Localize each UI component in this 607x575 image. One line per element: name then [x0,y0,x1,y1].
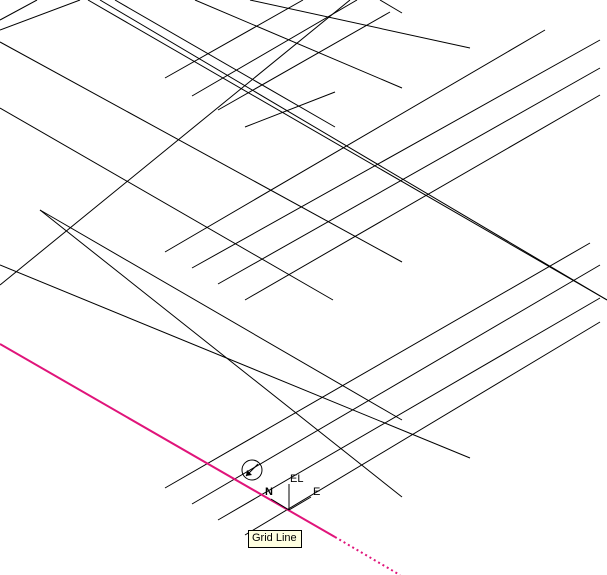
grid-line-4 [244,91,336,128]
grid-line-19 [0,41,403,263]
grid-line-2 [191,0,358,97]
grid-line-13 [0,0,81,31]
grid-line-15 [87,0,607,301]
grid-line-26 [39,209,403,498]
grid-line-0 [0,0,351,286]
grid-lines [0,0,607,536]
grid-line-14 [0,107,334,301]
north-axis-label: N [265,486,273,498]
north-axis-line [270,498,290,511]
grid-line-8 [244,94,601,301]
grid-line-24 [249,0,471,49]
grid-line-3 [217,11,391,111]
snap-circle [241,459,263,481]
grid-line-11 [217,297,601,521]
grid-line-17 [39,209,403,421]
highlight-line-solid [0,343,336,538]
highlight-line-dotted [334,536,401,575]
grid-line-7 [217,67,601,285]
grid-line-9 [164,242,591,489]
cursor-axes-icon [270,484,312,511]
grid-line-20 [0,0,38,21]
grid-line-18 [0,264,471,459]
grid-line-1 [164,0,304,79]
grid-line-12 [244,321,601,536]
east-axis-line [288,496,312,511]
highlighted-grid-line[interactable] [0,343,401,575]
grid-line-23 [194,0,403,89]
snap-arrow-head [246,470,252,476]
grid-line-5 [164,29,546,253]
snap-target-icon [241,459,263,481]
grid-line-21 [99,0,607,301]
east-axis-label: E [313,486,321,498]
elevation-axis-label: EL [290,473,304,485]
grid-line-25 [379,0,403,14]
grid-line-6 [191,39,601,269]
grid-line-22 [114,0,336,128]
grid-line-tooltip: Grid Line [248,530,302,548]
